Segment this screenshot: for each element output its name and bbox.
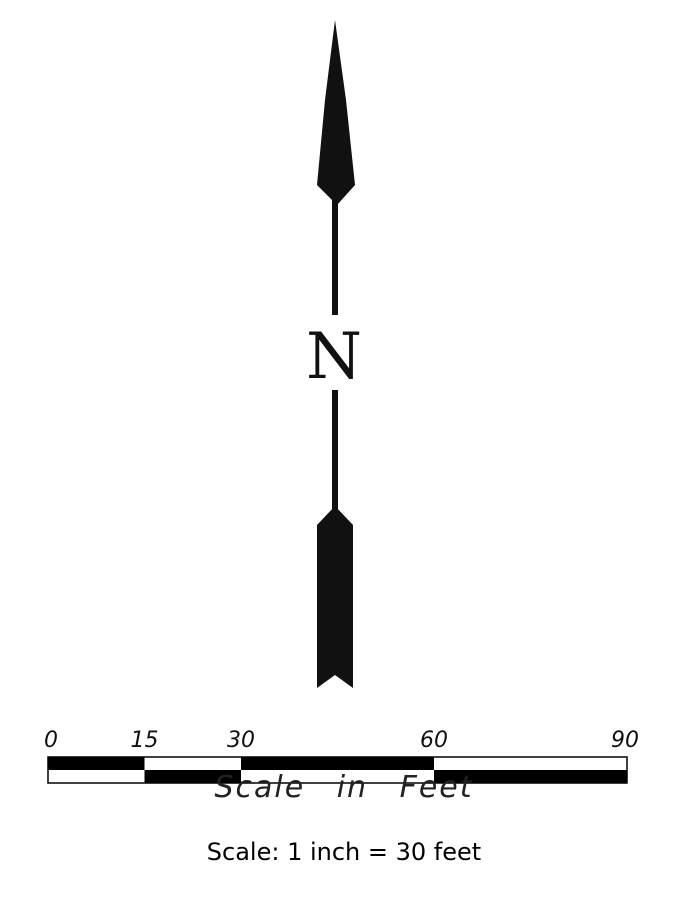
scale-segment-top [48,757,145,770]
north-arrow-tail [317,506,353,688]
north-arrow-lower-shaft [332,390,338,510]
scale-ratio-text: Scale: 1 inch = 30 feet [206,838,482,866]
scale-segment-top [241,757,434,770]
scale-segment-bottom [48,770,145,783]
scale-unit-caption: Scale in Feet [214,770,474,805]
scale-tick-label: 90 [611,728,639,753]
scale-tick-label: 0 [44,728,58,753]
scale-segment-top [144,757,241,770]
scale-segment-bottom [434,770,627,783]
scale-segment-bottom [144,770,241,783]
scale-bar: 0 15 30 60 90 [44,728,639,784]
scale-segment-top [434,757,627,770]
north-arrow-head [317,20,355,205]
north-arrow-icon: N [306,20,362,688]
scale-segment-bottom [241,770,434,783]
scale-tick-label: 60 [420,728,448,753]
scale-tick-label: 15 [131,728,159,753]
north-letter: N [306,320,362,394]
scale-bar-outline [47,756,628,784]
north-arrow-upper-shaft [332,200,338,315]
scale-tick-label: 30 [227,728,255,753]
